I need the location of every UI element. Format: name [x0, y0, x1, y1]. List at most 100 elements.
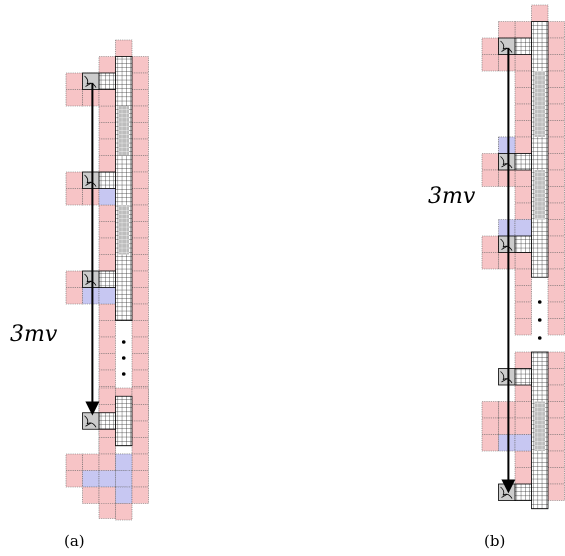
grid-cell — [514, 434, 532, 452]
grid-cell — [98, 204, 116, 222]
robot-tile — [498, 235, 516, 253]
grid-cell — [131, 221, 149, 239]
grid-cell — [514, 202, 532, 220]
grid-cell — [98, 387, 116, 405]
grid-cell — [481, 434, 499, 452]
grid-cell — [98, 320, 116, 338]
grid-cell — [514, 401, 532, 419]
robot-tile — [82, 412, 100, 430]
robot-tile — [498, 483, 516, 501]
arm-cell — [98, 412, 116, 430]
grid-cell — [514, 268, 532, 286]
grid-cell — [498, 136, 516, 154]
grid-cell — [131, 171, 149, 189]
grid-cell — [115, 453, 133, 471]
grid-cell — [82, 470, 100, 488]
grid-cell — [547, 37, 565, 55]
grid-cell — [98, 122, 116, 140]
grid-cell — [115, 503, 133, 521]
grid-cell — [547, 285, 565, 303]
grid-cell — [131, 72, 149, 90]
panel-b-distance-label: 3mv — [428, 184, 476, 209]
grid-cell — [65, 453, 83, 471]
grid-cell — [547, 169, 565, 187]
grid-cell — [547, 153, 565, 171]
grid-cell — [131, 486, 149, 504]
grid-cell — [131, 204, 149, 222]
grid-cell — [131, 155, 149, 173]
grid-cell — [131, 420, 149, 438]
panel-b — [481, 4, 565, 510]
grid-cell — [547, 450, 565, 468]
grid-cell — [498, 21, 516, 39]
grid-cell — [514, 252, 532, 270]
grid-cell — [82, 89, 100, 107]
grid-cell — [481, 252, 499, 270]
grid-cell — [547, 136, 565, 154]
grid-cell — [498, 434, 516, 452]
grid-cell — [547, 21, 565, 39]
grid-cell — [131, 303, 149, 321]
grid-cell — [98, 437, 116, 455]
grid-cell — [98, 221, 116, 239]
grid-cell — [65, 188, 83, 206]
grid-cell — [131, 387, 149, 405]
grid-cell — [131, 320, 149, 338]
grid-cell — [98, 89, 116, 107]
grid-cell — [98, 501, 116, 519]
grid-cell — [115, 39, 133, 57]
grid-cell — [498, 401, 516, 419]
grid-cell — [514, 450, 532, 468]
grid-cell — [65, 287, 83, 305]
grid-cell — [131, 138, 149, 156]
grid-cell — [481, 54, 499, 72]
grid-cell — [98, 254, 116, 272]
grid-cell — [514, 384, 532, 402]
grid-cell — [98, 336, 116, 354]
spine-gray-segment — [534, 401, 545, 451]
grid-cell — [531, 4, 549, 22]
grid-cell — [547, 351, 565, 369]
panel-a-distance-label: 3mv — [10, 322, 58, 347]
grid-cell — [514, 351, 532, 369]
grid-cell — [131, 453, 149, 471]
ellipsis-dot — [121, 340, 126, 344]
grid-cell — [131, 254, 149, 272]
grid-cell — [547, 318, 565, 336]
grid-cell — [498, 252, 516, 270]
grid-cell — [514, 186, 532, 204]
arm-cell — [514, 153, 532, 171]
ellipsis-dot — [121, 372, 126, 376]
grid-cell — [82, 287, 100, 305]
grid-cell — [514, 54, 532, 72]
grid-cell — [547, 301, 565, 319]
grid-cell — [98, 56, 116, 74]
grid-cell — [65, 72, 83, 90]
spine-gray-segment — [534, 170, 545, 220]
grid-cell — [498, 219, 516, 237]
grid-cell — [98, 155, 116, 173]
grid-cell — [547, 70, 565, 88]
grid-cell — [547, 54, 565, 72]
grid-cell — [115, 486, 133, 504]
grid-cell — [98, 470, 116, 488]
grid-cell — [498, 417, 516, 435]
grid-cell — [98, 353, 116, 371]
robot-tile — [498, 37, 516, 55]
grid-cell — [547, 434, 565, 452]
grid-cell — [514, 21, 532, 39]
grid-cell — [131, 237, 149, 255]
arm-cell — [98, 171, 116, 189]
arm-cell — [98, 270, 116, 288]
grid-cell — [131, 437, 149, 455]
robot-tile — [498, 153, 516, 171]
spine-gray-segment — [534, 71, 545, 137]
grid-cell — [82, 453, 100, 471]
grid-cell — [98, 303, 116, 321]
grid-cell — [514, 467, 532, 485]
grid-cell — [131, 89, 149, 107]
grid-cell — [481, 417, 499, 435]
grid-cell — [514, 318, 532, 336]
grid-cell — [115, 470, 133, 488]
arm-cell — [514, 368, 532, 386]
